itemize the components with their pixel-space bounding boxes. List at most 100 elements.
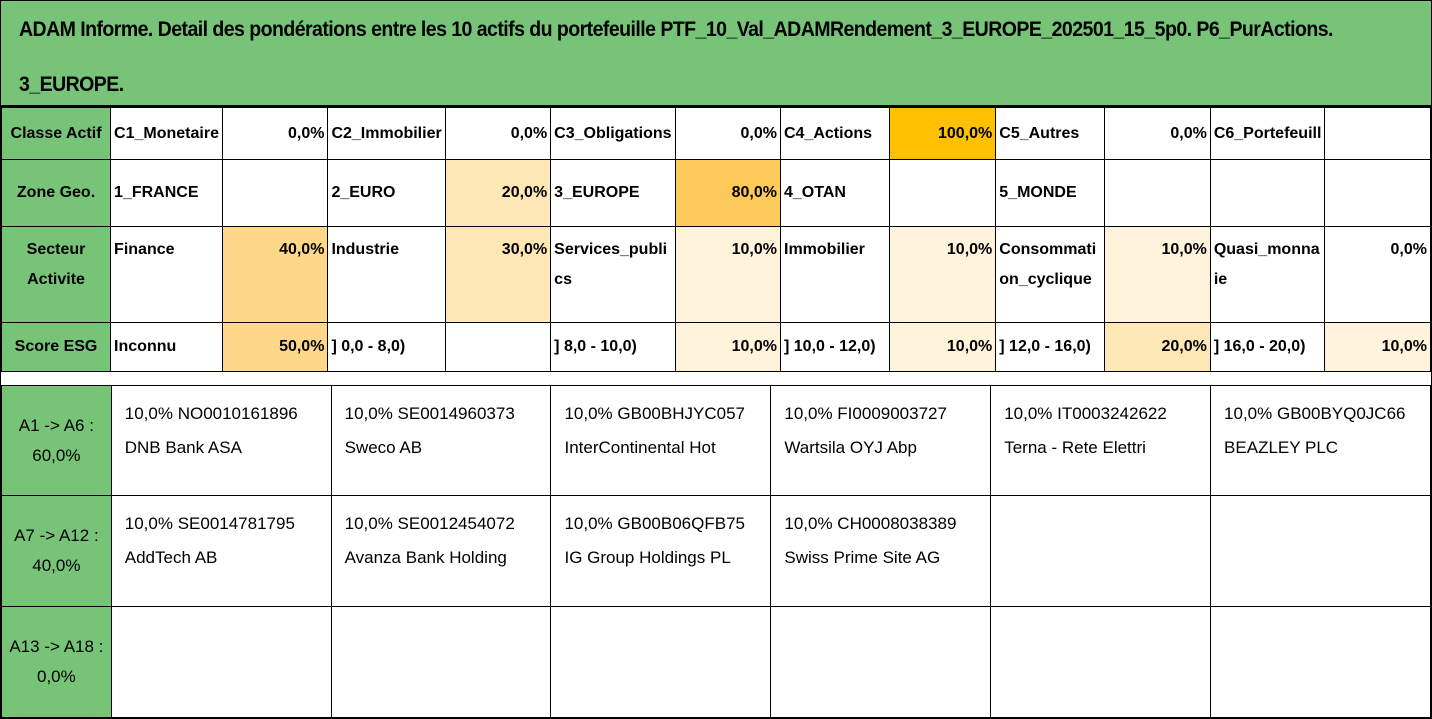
- asset-isin: SE0014781795: [177, 514, 295, 533]
- category-weight: [221, 159, 329, 227]
- row-header: Classe Actif: [0, 107, 112, 160]
- category-name: Finance: [110, 226, 223, 323]
- category-name: 3_EUROPE: [550, 159, 676, 227]
- category-weight: [444, 322, 552, 372]
- asset-row: A7 -> A12 : 40,0% 10,0% SE0014781795 AddTec…: [1, 495, 1431, 607]
- category-name: [1209, 159, 1326, 227]
- category-weight: 0,0%: [1324, 226, 1431, 323]
- asset-isin: IT0003242622: [1057, 404, 1167, 423]
- asset-isin: SE0012454072: [397, 514, 515, 533]
- category-weight: 50,0%: [221, 322, 329, 372]
- category-weight: 10,0%: [1324, 322, 1431, 372]
- category-name: ] 12,0 - 16,0): [995, 322, 1106, 372]
- category-weight: 20,0%: [444, 159, 552, 227]
- asset-cell: [770, 606, 992, 718]
- category-name: 1_FRANCE: [110, 159, 223, 227]
- asset-row: A1 -> A6 : 60,0% 10,0% NO0010161896 DNB Ban…: [1, 385, 1431, 496]
- category-name: Immobilier: [779, 226, 891, 323]
- asset-cell: [1210, 495, 1431, 607]
- category-weight: 10,0%: [674, 226, 782, 323]
- breakdown-row: Zone Geo. 1_FRANCE 2_EURO 20,0% 3_EUROPE 80,0…: [0, 159, 1431, 227]
- category-name: ] 10,0 - 12,0): [779, 322, 891, 372]
- asset-name: Terna - Rete Elettri: [1004, 438, 1146, 457]
- asset-weight: 10,0%: [124, 514, 173, 533]
- asset-weight: 10,0%: [564, 404, 613, 423]
- breakdown-row: Secteur Activite Finance 40,0% Industrie 30,…: [0, 226, 1431, 323]
- row-header: Score ESG: [0, 322, 112, 372]
- asset-cell: [110, 606, 332, 718]
- asset-range-label: A7 -> A12 :: [14, 526, 99, 545]
- asset-cell: 10,0% CH0008038389 Swiss Prime Site AG: [770, 495, 992, 607]
- asset-weight: 10,0%: [1004, 404, 1053, 423]
- asset-range-total: 60,0%: [32, 445, 81, 465]
- asset-isin: NO0010161896: [177, 404, 298, 423]
- category-weight: 100,0%: [889, 107, 997, 160]
- asset-weight: 10,0%: [344, 404, 393, 423]
- asset-weight: 10,0%: [344, 514, 393, 533]
- breakdown-row: Score ESG Inconnu 50,0%] 0,0 - 8,0)] 8,0 -…: [0, 322, 1431, 372]
- asset-name: AddTech AB: [124, 548, 218, 567]
- asset-cell: 10,0% GB00B06QFB75 IG Group Holdings PL: [550, 495, 772, 607]
- report-title-line-1: ADAM Informe. Detail des pondérations en…: [19, 18, 1333, 41]
- asset-name: DNB Bank ASA: [124, 438, 242, 457]
- category-name: ] 16,0 - 20,0): [1209, 322, 1326, 372]
- asset-cell: [990, 495, 1212, 607]
- category-weight: 80,0%: [674, 159, 782, 227]
- asset-name: Swiss Prime Site AG: [784, 548, 941, 567]
- asset-isin: CH0008038389: [837, 514, 957, 533]
- asset-weight: 10,0%: [564, 514, 613, 533]
- report-title-line-2: 3_EUROPE.: [19, 73, 124, 96]
- category-weight: 20,0%: [1104, 322, 1211, 372]
- asset-isin: GB00BYQ0JC66: [1276, 404, 1406, 423]
- category-weight: 10,0%: [1104, 226, 1211, 323]
- asset-weight: 10,0%: [1224, 404, 1273, 423]
- asset-cell: 10,0% NO0010161896 DNB Bank ASA: [110, 385, 332, 496]
- asset-cell: 10,0% FI0009003727 Wartsila OYJ Abp: [770, 385, 992, 496]
- category-weight: [1104, 159, 1211, 227]
- category-name: 5_MONDE: [995, 159, 1106, 227]
- category-name: Inconnu: [110, 322, 223, 372]
- asset-cell: 10,0% SE0014960373 Sweco AB: [330, 385, 552, 496]
- category-weight: 10,0%: [674, 322, 782, 372]
- category-weight: [1324, 159, 1431, 227]
- asset-name: Sweco AB: [344, 438, 423, 457]
- category-weight: 40,0%: [221, 226, 329, 323]
- breakdown-row: Classe Actif C1_Monetaire 0,0% C2_Immobilie…: [0, 107, 1431, 160]
- asset-name: InterContinental Hot: [564, 438, 716, 457]
- category-name: Services_publics: [550, 226, 676, 323]
- category-weight: 30,0%: [444, 226, 552, 323]
- asset-range-total: 0,0%: [37, 667, 76, 686]
- category-name: C1_Monetaire: [110, 107, 223, 160]
- asset-name: Avanza Bank Holding: [344, 548, 507, 567]
- asset-cell: [990, 606, 1212, 718]
- asset-weight: 10,0%: [784, 404, 833, 423]
- category-weight: [1324, 107, 1431, 160]
- asset-row-header: A7 -> A12 : 40,0%: [1, 495, 112, 607]
- asset-row-header: A13 -> A18 : 0,0%: [1, 606, 112, 718]
- asset-cell: 10,0% IT0003242622 Terna - Rete Elettri: [990, 385, 1212, 496]
- asset-cell: 10,0% GB00BYQ0JC66 BEAZLEY PLC: [1210, 385, 1431, 496]
- asset-cell: 10,0% SE0014781795 AddTech AB: [110, 495, 332, 607]
- asset-range-label: A13 -> A18 :: [9, 637, 104, 656]
- row-header: Zone Geo.: [0, 159, 112, 227]
- asset-cell: [1210, 606, 1431, 718]
- category-name: C2_Immobilier: [327, 107, 446, 160]
- asset-isin: GB00B06QFB75: [617, 514, 745, 533]
- category-weight: 0,0%: [674, 107, 782, 160]
- asset-name: Wartsila OYJ Abp: [784, 438, 917, 457]
- category-weight: 0,0%: [444, 107, 552, 160]
- asset-weight: 10,0%: [124, 404, 173, 423]
- asset-row: A13 -> A18 : 0,0%: [1, 606, 1431, 718]
- category-name: Quasi_monnaie: [1209, 226, 1326, 323]
- asset-row-header: A1 -> A6 : 60,0%: [1, 385, 112, 496]
- category-name: 2_EURO: [327, 159, 446, 227]
- asset-isin: SE0014960373: [397, 404, 515, 423]
- breakdown-table: Classe Actif C1_Monetaire 0,0% C2_Immobilie…: [0, 107, 1431, 372]
- asset-name: IG Group Holdings PL: [564, 548, 731, 567]
- row-header: Secteur Activite: [0, 226, 112, 323]
- category-name: ] 0,0 - 8,0): [327, 322, 446, 372]
- asset-range-total: 40,0%: [32, 556, 81, 575]
- category-name: C4_Actions: [779, 107, 891, 160]
- asset-weight: 10,0%: [784, 514, 833, 533]
